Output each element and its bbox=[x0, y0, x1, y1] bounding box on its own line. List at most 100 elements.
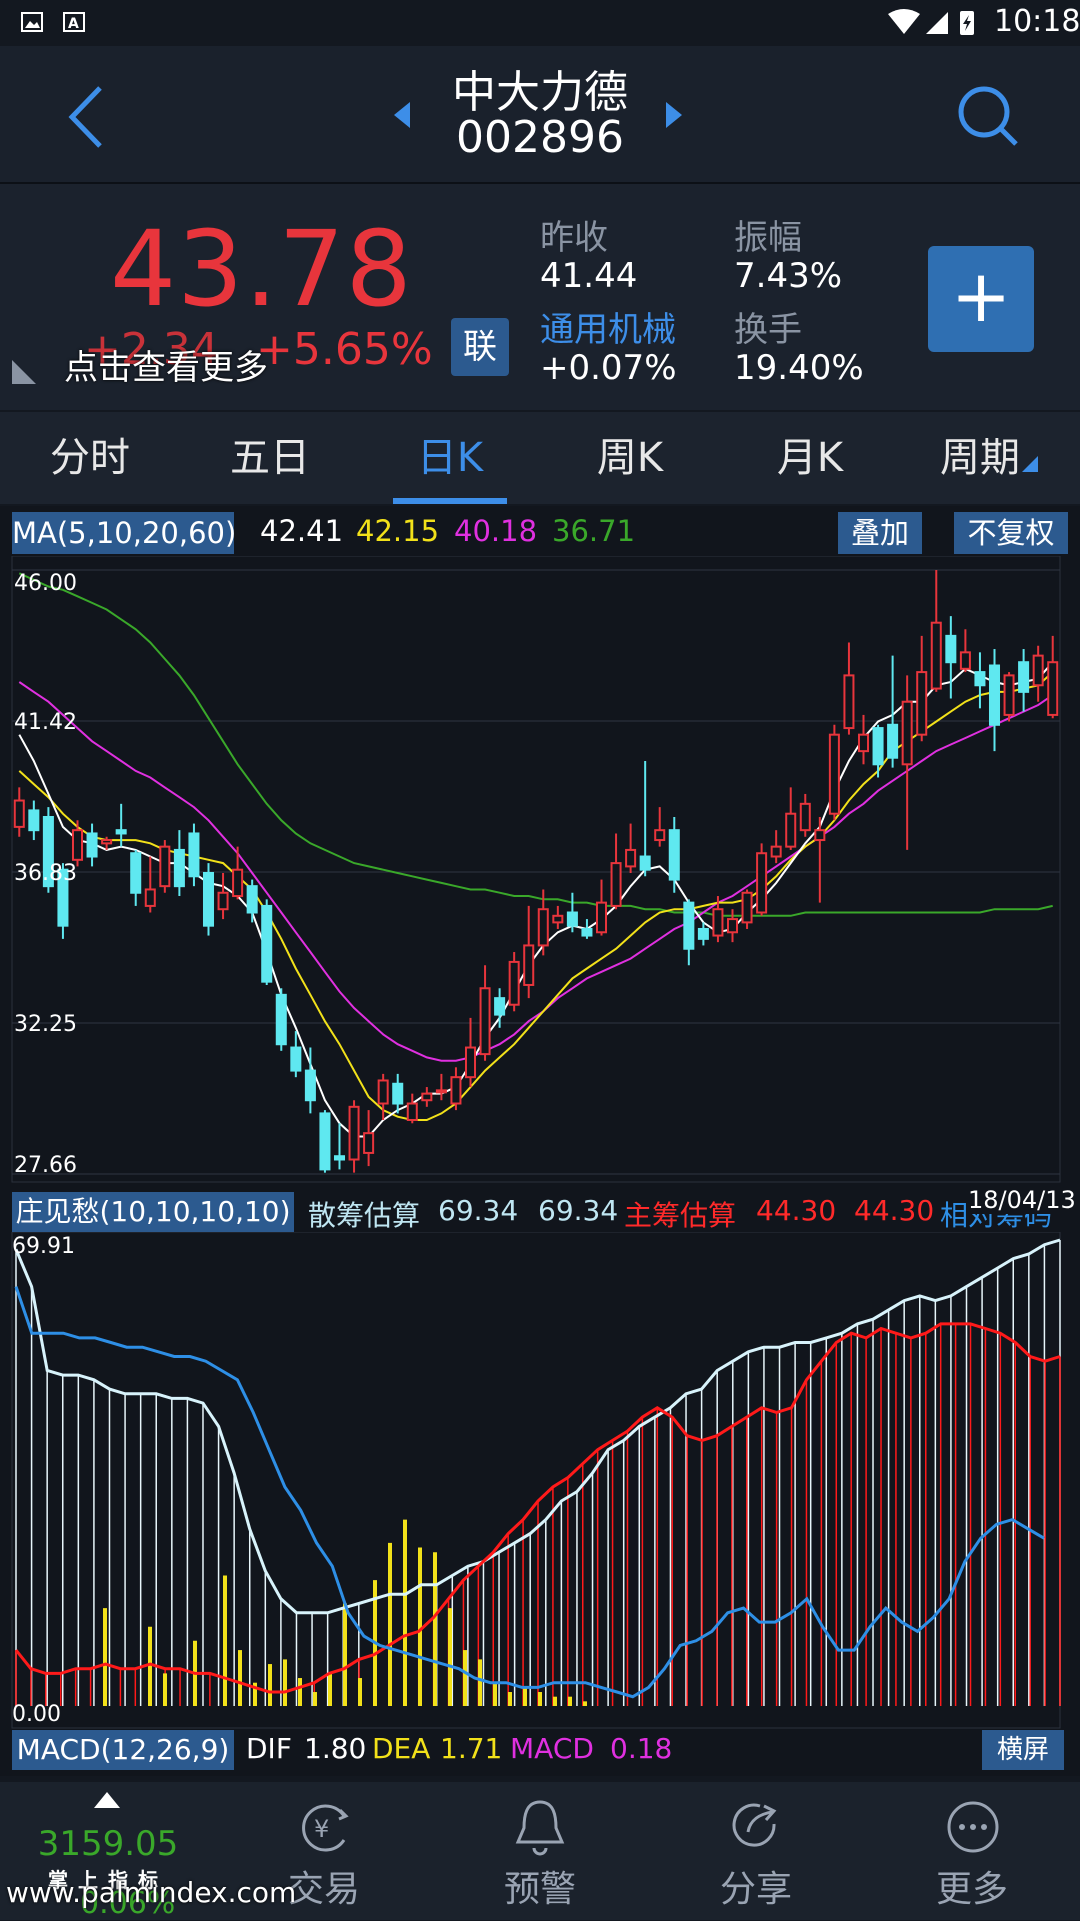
candle-body bbox=[683, 901, 695, 950]
linked-button[interactable]: 联 bbox=[451, 318, 509, 376]
more-hint[interactable]: 点击查看更多 bbox=[64, 348, 268, 388]
bell-icon bbox=[515, 1800, 565, 1856]
candle bbox=[261, 899, 273, 985]
price-change: +2.34 bbox=[84, 324, 219, 375]
candle-body bbox=[566, 911, 578, 927]
indicator-chart[interactable] bbox=[0, 1232, 1080, 1730]
back-arrow-icon[interactable] bbox=[66, 84, 106, 150]
candle bbox=[741, 889, 753, 929]
dif-value: 1.80 bbox=[304, 1732, 367, 1765]
candle bbox=[450, 1067, 462, 1111]
main-value-1: 44.30 bbox=[756, 1194, 837, 1227]
candle-body bbox=[712, 908, 724, 937]
tab-five-day[interactable]: 五日 bbox=[230, 435, 310, 481]
nav-index[interactable]: 3159.05 掌上指标 0.06% bbox=[0, 1782, 216, 1921]
candle-body bbox=[697, 927, 709, 940]
stock-code: 002896 bbox=[456, 112, 624, 163]
quote-panel[interactable]: 43.78 +2.34 +5.65% 点击查看更多 联 昨收 41.44 通用机… bbox=[0, 184, 1080, 410]
candle bbox=[202, 863, 215, 936]
kline-frame bbox=[11, 556, 1061, 1183]
svg-text:A: A bbox=[68, 16, 79, 32]
overlay-button[interactable]: 叠加 bbox=[838, 512, 922, 554]
macd-label[interactable]: MACD(12,26,9) bbox=[12, 1730, 234, 1770]
nav-more[interactable]: 更多 bbox=[864, 1782, 1080, 1920]
candle bbox=[71, 820, 84, 867]
candle bbox=[654, 807, 666, 847]
candle bbox=[115, 803, 127, 847]
candle bbox=[595, 879, 608, 936]
candle bbox=[537, 889, 549, 956]
candle bbox=[232, 846, 244, 900]
candle bbox=[217, 872, 229, 920]
candle-body bbox=[828, 733, 840, 815]
candle-body bbox=[406, 1102, 418, 1121]
scatter-value-2: 69.34 bbox=[538, 1194, 619, 1227]
tab-monthly-k[interactable]: 月K bbox=[776, 435, 844, 481]
trade-icon: ¥ bbox=[302, 1804, 349, 1852]
candle-body bbox=[13, 799, 25, 828]
turnover-value: 19.40% bbox=[734, 348, 864, 388]
nav-share-label: 分享 bbox=[719, 1869, 792, 1910]
candle bbox=[945, 616, 957, 699]
candle bbox=[814, 817, 826, 903]
candle-body bbox=[1018, 661, 1030, 693]
candle-body bbox=[523, 944, 535, 986]
candle-body bbox=[188, 832, 200, 878]
kline-chart[interactable]: 46.00 41.42 36.83 32.25 27.66 bbox=[0, 556, 1080, 1186]
main-line bbox=[14, 1322, 1061, 1694]
candle-body bbox=[464, 1046, 477, 1079]
share-icon bbox=[732, 1803, 777, 1847]
tab-period[interactable]: 周期 bbox=[940, 435, 1020, 481]
prev-stock-icon[interactable] bbox=[390, 98, 412, 132]
tab-intraday[interactable]: 分时 bbox=[50, 435, 130, 481]
tab-weekly-k[interactable]: 周K bbox=[596, 435, 664, 481]
candle-body bbox=[741, 891, 753, 924]
nav-more-label: 更多 bbox=[935, 1869, 1008, 1910]
turnover-label: 换手 bbox=[734, 310, 802, 350]
active-tab-indicator bbox=[393, 498, 507, 504]
prev-close-label: 昨收 bbox=[540, 218, 608, 258]
candle bbox=[887, 655, 899, 768]
candle-body bbox=[130, 852, 142, 894]
candle bbox=[508, 952, 520, 1012]
notification-icons: A bbox=[21, 12, 85, 32]
ma5-value: 42.41 bbox=[260, 514, 344, 548]
nav-alert[interactable]: 预警 bbox=[432, 1782, 648, 1920]
indicator-label[interactable]: 庄见愁(10,10,10,10) bbox=[12, 1192, 294, 1232]
candle-body bbox=[930, 621, 942, 690]
candle-body bbox=[1032, 654, 1044, 687]
adjust-button[interactable]: 不复权 bbox=[954, 512, 1068, 554]
nav-trade[interactable]: ¥ 交易 bbox=[216, 1782, 432, 1920]
candle bbox=[916, 635, 928, 742]
candle bbox=[101, 836, 113, 850]
sector-link[interactable]: 通用机械 bbox=[540, 310, 676, 350]
candle-body bbox=[42, 816, 54, 888]
candle bbox=[523, 905, 535, 999]
index-change: 0.06% bbox=[80, 1886, 176, 1921]
landscape-button[interactable]: 横屏 bbox=[982, 1730, 1064, 1770]
indicator-y-top: 69.91 bbox=[12, 1234, 75, 1259]
chart-area[interactable] bbox=[0, 506, 1080, 1776]
candle bbox=[843, 642, 855, 735]
candle bbox=[930, 570, 942, 692]
candle bbox=[1047, 635, 1059, 719]
tab-daily-k[interactable]: 日K bbox=[416, 435, 484, 481]
candle-body bbox=[814, 829, 826, 842]
candle bbox=[988, 649, 1001, 752]
period-dropdown-icon bbox=[1022, 456, 1038, 472]
candle bbox=[392, 1073, 404, 1114]
search-icon[interactable] bbox=[956, 84, 1020, 148]
candle bbox=[57, 863, 69, 939]
ma60-line bbox=[18, 572, 1053, 917]
add-watchlist-button[interactable]: + bbox=[928, 246, 1034, 352]
nav-share[interactable]: 分享 bbox=[648, 1782, 864, 1920]
candle bbox=[86, 823, 98, 867]
candle bbox=[610, 833, 622, 910]
ma-indicator-label[interactable]: MA(5,10,20,60) bbox=[12, 512, 236, 554]
next-stock-icon[interactable] bbox=[664, 98, 686, 132]
candle bbox=[377, 1073, 389, 1120]
candle-body bbox=[974, 671, 986, 687]
dea-value: 1.71 bbox=[440, 1732, 503, 1765]
candle-body bbox=[159, 845, 171, 888]
candle-body bbox=[377, 1079, 389, 1105]
